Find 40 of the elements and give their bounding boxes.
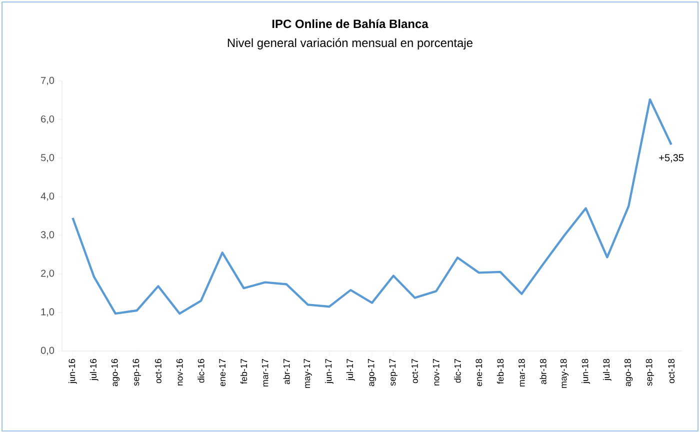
annotation: +5,35 xyxy=(659,154,684,162)
x-tick-label: feb-18 xyxy=(496,358,504,384)
x-tick-label: oct-17 xyxy=(412,358,418,384)
y-tick-label: 7,0 xyxy=(41,76,54,86)
x-tick-label: ago-17 xyxy=(368,358,376,386)
x-tick-label: jul-16 xyxy=(90,358,98,381)
x-tick-label: jul-18 xyxy=(602,358,612,381)
x-tick-label: dic-17 xyxy=(454,358,461,383)
x-tick-label: sep-18 xyxy=(646,358,654,386)
x-tick-label: ago-18 xyxy=(624,358,633,386)
x-tick-label: sep-16 xyxy=(132,358,141,386)
x-tick-label: may-17 xyxy=(304,358,312,388)
x-tick-label: abr-18 xyxy=(540,358,546,384)
x-tick-label: jul-17 xyxy=(346,358,355,381)
x-tick-label: oct-16 xyxy=(155,358,162,384)
x-tick-label: jun-17 xyxy=(325,358,334,384)
x-tick-label: may-18 xyxy=(560,358,568,388)
x-tick-label: jun-16 xyxy=(68,358,77,384)
y-tick-label: 6,0 xyxy=(41,115,54,124)
x-tick-label: sep-17 xyxy=(389,358,398,386)
x-tick-label: mar-17 xyxy=(262,358,268,386)
chart-subtitle: Nivel general variación mensual en porcentaje xyxy=(228,38,472,50)
chart-title: IPC Online de Bahía Blanca xyxy=(272,19,428,28)
y-tick-label: 2,0 xyxy=(41,270,54,278)
x-tick-label: abr-17 xyxy=(283,358,290,384)
x-tick-label: nov-17 xyxy=(433,358,440,386)
x-tick-label: nov-16 xyxy=(176,358,183,386)
y-tick-label: 5,0 xyxy=(40,154,54,162)
x-tick-label: ene-17 xyxy=(219,358,226,386)
x-tick-label: mar-18 xyxy=(518,358,525,386)
x-tick-label: dic-16 xyxy=(198,358,204,383)
x-tick-label: oct-18 xyxy=(668,358,675,384)
x-tick-label: ago-16 xyxy=(111,358,120,386)
x-tick-label: jun-18 xyxy=(582,358,590,384)
y-tick-label: 1,0 xyxy=(41,308,54,317)
y-tick-label: 4,0 xyxy=(40,192,54,201)
x-tick-label: ene-18 xyxy=(476,358,482,386)
y-tick-label: 0,0 xyxy=(40,346,54,356)
y-tick-label: 3,0 xyxy=(40,231,54,240)
x-tick-label: feb-17 xyxy=(240,358,248,384)
